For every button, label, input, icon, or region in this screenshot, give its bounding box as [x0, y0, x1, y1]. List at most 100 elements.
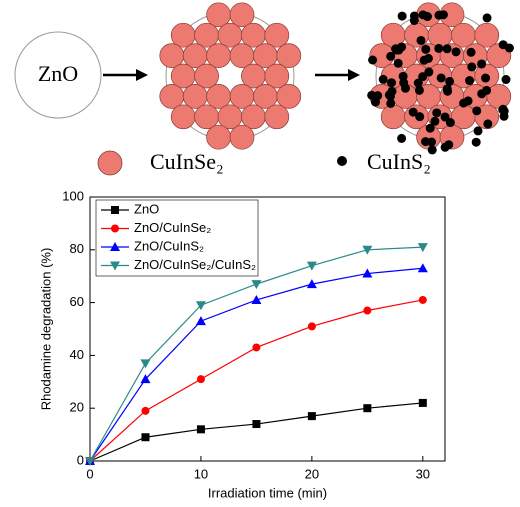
cuinse2-particle — [170, 104, 196, 130]
cuins2-particle — [442, 84, 452, 94]
cuins2-particle — [419, 55, 429, 65]
series-line — [89, 246, 423, 462]
cuinse2-particle — [264, 22, 290, 48]
cuinse2-particle — [451, 104, 476, 130]
cuins2-particle — [368, 55, 378, 65]
cuinse2-particle — [170, 22, 196, 48]
cuins2-particle — [387, 78, 397, 88]
legend-marker — [111, 206, 119, 214]
cuins2-particle — [499, 111, 509, 121]
cuinse2-particle — [206, 43, 231, 68]
cuinse2-particle — [253, 43, 278, 68]
legend-label: CuInS₂ — [367, 149, 431, 174]
marker — [306, 261, 317, 271]
cuins2-particle — [387, 86, 397, 96]
cuinse2-particle — [194, 63, 219, 89]
legend-box — [95, 199, 259, 277]
legend-label: CuInSe₂ — [150, 149, 224, 174]
cuinse2-particle — [229, 43, 255, 68]
cuins2-particle — [498, 40, 508, 50]
cuinse2-particle — [206, 2, 231, 28]
cuins2-particle — [471, 137, 481, 147]
marker — [196, 425, 205, 434]
cuins2-particle — [414, 85, 424, 95]
marker — [141, 433, 150, 442]
cuins2-particle — [416, 35, 426, 45]
cuins2-particle — [434, 43, 444, 53]
marker — [251, 280, 262, 290]
marker — [195, 316, 206, 326]
cuins2-particle — [445, 76, 455, 86]
series-line — [89, 402, 423, 462]
cuinse2-particle — [264, 63, 290, 89]
cuins2-particle — [467, 62, 477, 72]
cuinse2-particle — [241, 63, 266, 89]
cuinse2-particle — [427, 22, 453, 48]
marker — [196, 375, 205, 384]
cuins2-particle — [386, 98, 396, 108]
cuinse2-particle — [206, 84, 231, 109]
legend-icon — [97, 150, 123, 176]
cuins2-particle — [466, 47, 476, 57]
cuins2-particle — [418, 72, 428, 82]
y-tick-label: 40 — [70, 347, 84, 362]
marker — [306, 279, 317, 289]
marker — [417, 263, 428, 273]
marker — [195, 301, 206, 311]
cuins2-particle — [477, 89, 487, 99]
cuinse2-particle — [404, 22, 429, 48]
y-tick-label: 80 — [70, 241, 84, 256]
cuinse2-particle — [182, 43, 208, 68]
cuins2-particle — [398, 71, 408, 81]
cuinse2-particle — [229, 2, 255, 28]
legend-label: ZnO/CuInS₂ — [134, 238, 204, 253]
cuins2-particle — [397, 133, 407, 143]
schematic: ZnO CuInSe₂ CuInS₂ — [14, 31, 431, 176]
cuinse2-particle — [380, 104, 406, 130]
marker — [307, 412, 316, 421]
cuins2-particle — [477, 59, 487, 69]
cuins2-particle — [436, 73, 446, 83]
legend-label: ZnO/CuInSe₂/CuInS₂ — [134, 257, 256, 272]
cuinse2-particle — [276, 43, 302, 68]
cuinse2-particle — [253, 84, 278, 109]
cuins2-particle — [465, 76, 475, 86]
plot-frame — [89, 196, 446, 462]
cuins2-particle — [409, 11, 419, 21]
cuinse2-particle — [182, 84, 208, 109]
cuins2-particle — [373, 91, 383, 101]
y-tick-label: 100 — [62, 188, 84, 203]
marker — [252, 420, 261, 429]
core-label: ZnO — [38, 61, 78, 86]
x-tick-label: 30 — [416, 466, 430, 481]
cuinse2-particle — [194, 22, 219, 48]
cuinse2-particle — [241, 104, 266, 130]
cuins2-particle — [393, 58, 403, 68]
marker — [418, 295, 427, 304]
cuins2-particle — [498, 104, 508, 114]
marker — [140, 359, 151, 369]
cluster — [367, 2, 514, 155]
marker — [362, 245, 373, 255]
cuinse2-particle — [206, 124, 231, 150]
marker — [251, 294, 262, 304]
marker — [252, 343, 261, 352]
cuins2-particle — [413, 78, 423, 88]
y-axis-label: Rhodamine degradation (%) — [38, 248, 53, 411]
cuins2-particle — [432, 108, 442, 118]
marker — [417, 243, 428, 253]
marker — [140, 374, 151, 384]
cuins2-particle — [421, 44, 431, 54]
cuins2-particle — [481, 73, 491, 83]
cuinse2-particle — [451, 22, 476, 48]
cuins2-particle — [451, 47, 461, 57]
cuins2-particle — [444, 140, 454, 150]
cuinse2-particle — [229, 84, 255, 109]
arrowhead — [136, 69, 148, 81]
x-axis-label: Irradiation time (min) — [208, 485, 327, 500]
marker — [418, 398, 427, 407]
cuins2-particle — [483, 119, 493, 129]
marker — [363, 306, 372, 315]
legend-marker — [111, 224, 119, 233]
y-tick-label: 0 — [77, 452, 84, 467]
